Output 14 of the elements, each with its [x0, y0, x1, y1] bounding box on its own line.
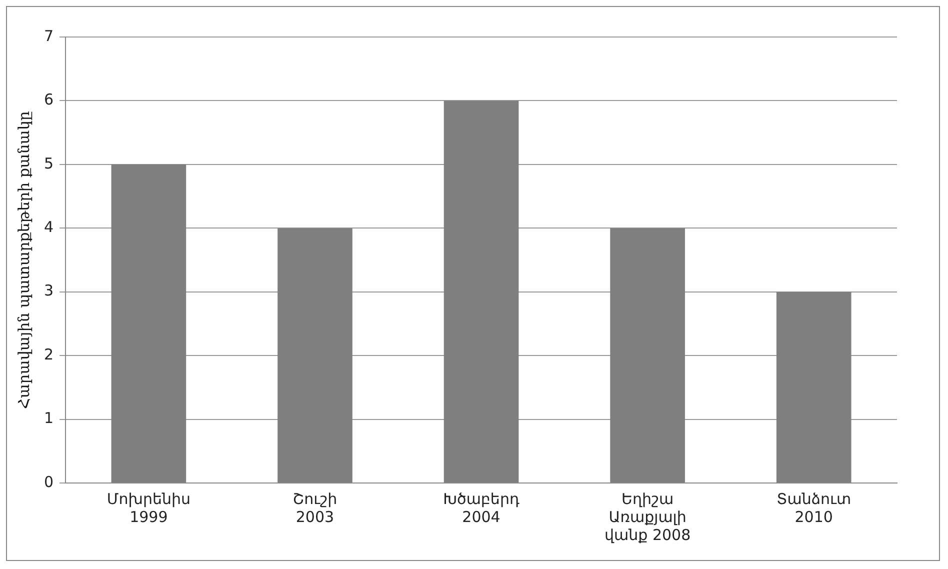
y-tick-label: 0 [44, 472, 54, 491]
y-tick-label: 4 [44, 218, 54, 236]
x-tick-label: Տանձուտ 2010 [776, 490, 852, 526]
x-tick-label: Խծաբերդ 2004 [443, 490, 520, 526]
y-tick-label: 2 [44, 345, 54, 364]
y-axis-title: Հարավային պատարքեթերի քանակը [14, 110, 33, 409]
x-tick-label: Շուշի 2003 [292, 490, 338, 526]
y-tick-label: 5 [44, 154, 54, 172]
x-tick-label: Մոխրենիս 1999 [106, 490, 190, 526]
y-tick-label: 3 [44, 282, 54, 300]
y-tick-label: 1 [44, 409, 54, 428]
y-tick-label: 7 [44, 26, 54, 45]
y-tick-label: 6 [44, 90, 54, 109]
x-tick-label: Եղիշա Առաքյալի վանք 2008 [604, 490, 691, 544]
